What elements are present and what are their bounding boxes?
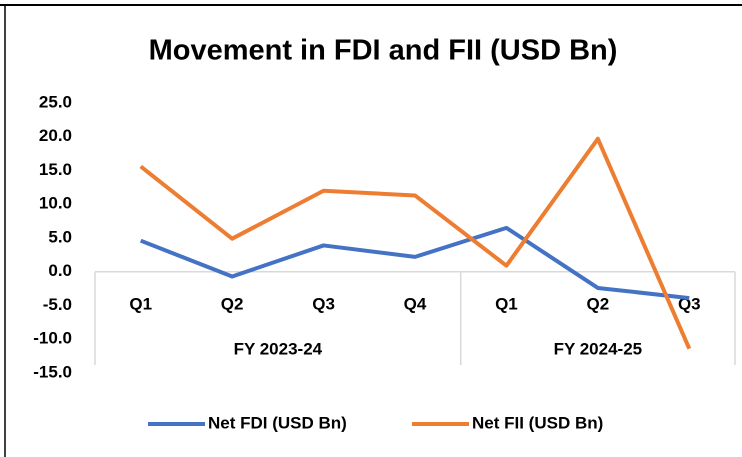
legend-label: Net FII (USD Bn) <box>472 413 603 432</box>
x-tick-label: Q2 <box>221 294 244 313</box>
legend-label: Net FDI (USD Bn) <box>208 413 347 432</box>
series-line <box>139 136 692 350</box>
x-tick-label: Q4 <box>404 294 427 313</box>
y-tick-label: 5.0 <box>48 227 72 246</box>
y-tick-label: -10.0 <box>33 329 72 348</box>
y-tick-label: 0.0 <box>48 261 72 280</box>
chart-title: Movement in FDI and FII (USD Bn) <box>149 35 618 67</box>
x-tick-label: Q3 <box>312 294 335 313</box>
y-tick-label: 25.0 <box>39 92 72 111</box>
series-line <box>139 225 690 301</box>
y-tick-label: 20.0 <box>39 126 72 145</box>
y-tick-label: -5.0 <box>43 295 72 314</box>
y-tick-label: 10.0 <box>39 194 72 213</box>
y-tick-label: -15.0 <box>33 362 72 381</box>
group-label: FY 2024-25 <box>554 339 643 358</box>
x-tick-label: Q1 <box>129 294 152 313</box>
group-label: FY 2023-24 <box>234 339 323 358</box>
x-tick-label: Q1 <box>495 294 518 313</box>
y-tick-label: 15.0 <box>39 160 72 179</box>
x-tick-label: Q2 <box>587 294 610 313</box>
